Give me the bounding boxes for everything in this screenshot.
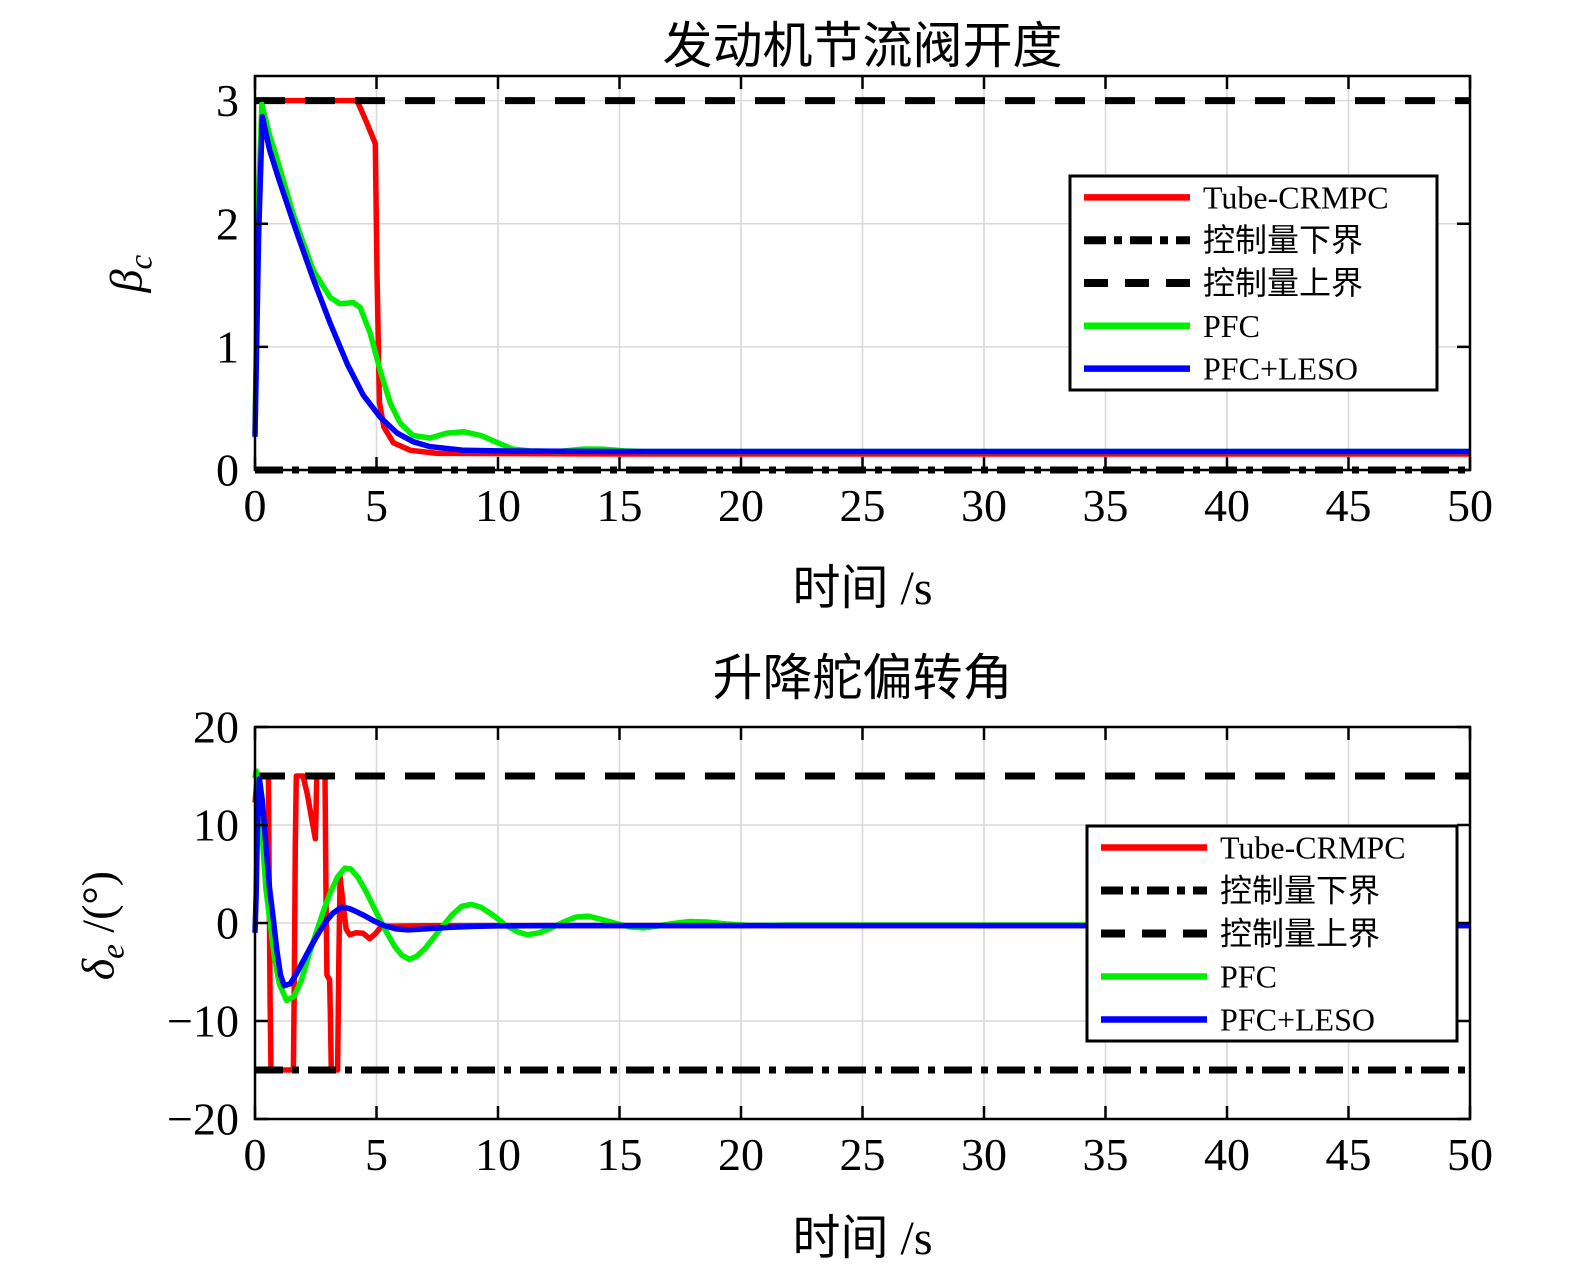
y-tick-label: −10: [167, 996, 239, 1047]
series-Tube-CRMPC: [252, 773, 1470, 1073]
bottom-y-label-subscript: e: [94, 944, 132, 959]
x-tick-label: 25: [840, 480, 886, 531]
x-tick-label: 45: [1326, 1129, 1372, 1180]
legend-label: 控制量下界: [1220, 873, 1380, 909]
x-tick-label: 45: [1326, 480, 1372, 531]
bottom-y-label-unit: /(°): [72, 870, 124, 945]
x-tick-label: 15: [597, 480, 643, 531]
series-PFC+LESO: [252, 113, 1470, 455]
bottom-plot: 0 5 10 15 20 25 30 35 40 45 50 −20 −10 0 10 20 Tube-CRMP…: [167, 702, 1493, 1180]
x-tick-label: 5: [365, 480, 388, 531]
legend-label: PFC+LESO: [1203, 351, 1358, 387]
y-tick-label: 0: [216, 898, 239, 949]
legend-label: PFC+LESO: [1220, 1002, 1375, 1038]
x-tick-label: 20: [718, 480, 764, 531]
x-tick-label: 25: [840, 1129, 886, 1180]
y-tick-label: 2: [216, 198, 239, 249]
legend-label: 控制量下界: [1203, 222, 1363, 258]
legend-label: PFC: [1203, 308, 1260, 344]
x-tick-label: 35: [1083, 1129, 1129, 1180]
bottom-y-axis-label: δe /(°): [71, 776, 132, 1076]
x-tick-label: 40: [1204, 1129, 1250, 1180]
legend-label: 控制量上界: [1203, 265, 1363, 301]
x-tick-label: 5: [365, 1129, 388, 1180]
top-y-label-symbol: β: [100, 269, 152, 293]
x-tick-label: 50: [1447, 1129, 1493, 1180]
y-tick-label: 20: [193, 702, 239, 753]
x-tick-label: 10: [475, 480, 521, 531]
x-tick-label: 15: [597, 1129, 643, 1180]
bottom-x-axis-label: 时间 /s: [792, 1212, 933, 1265]
legend-label: Tube-CRMPC: [1220, 830, 1406, 866]
x-tick-label: 40: [1204, 480, 1250, 531]
y-tick-label: 3: [216, 75, 239, 126]
y-tick-label: 10: [193, 800, 239, 851]
y-tick-label: 0: [216, 445, 239, 496]
top-plot: 0 5 10 15 20 25 30 35 40 45 50 0 1 2 3 Tube-CRMPC 控制量下界控…: [216, 74, 1493, 531]
x-tick-label: 10: [475, 1129, 521, 1180]
x-tick-label: 0: [244, 480, 267, 531]
y-tick-label: −20: [167, 1094, 239, 1145]
legend-label: PFC: [1220, 959, 1277, 995]
x-tick-label: 30: [961, 480, 1007, 531]
bottom-plot-title: 升降舵偏转角: [712, 650, 1013, 706]
top-y-label-subscript: c: [122, 254, 160, 270]
top-x-axis-label: 时间 /s: [792, 562, 933, 615]
y-tick-label: 1: [216, 321, 239, 372]
x-tick-label: 20: [718, 1129, 764, 1180]
x-tick-label: 30: [961, 1129, 1007, 1180]
x-tick-label: 50: [1447, 480, 1493, 531]
series-PFC+LESO: [252, 776, 1470, 989]
legend-label: 控制量上界: [1220, 916, 1380, 952]
x-tick-label: 35: [1083, 480, 1129, 531]
legend-label: Tube-CRMPC: [1203, 179, 1389, 215]
bottom-y-label-symbol: δ: [72, 958, 124, 981]
top-y-axis-label: βc: [99, 124, 160, 424]
x-tick-label: 0: [244, 1129, 267, 1180]
top-plot-title: 发动机节流阀开度: [662, 18, 1063, 74]
